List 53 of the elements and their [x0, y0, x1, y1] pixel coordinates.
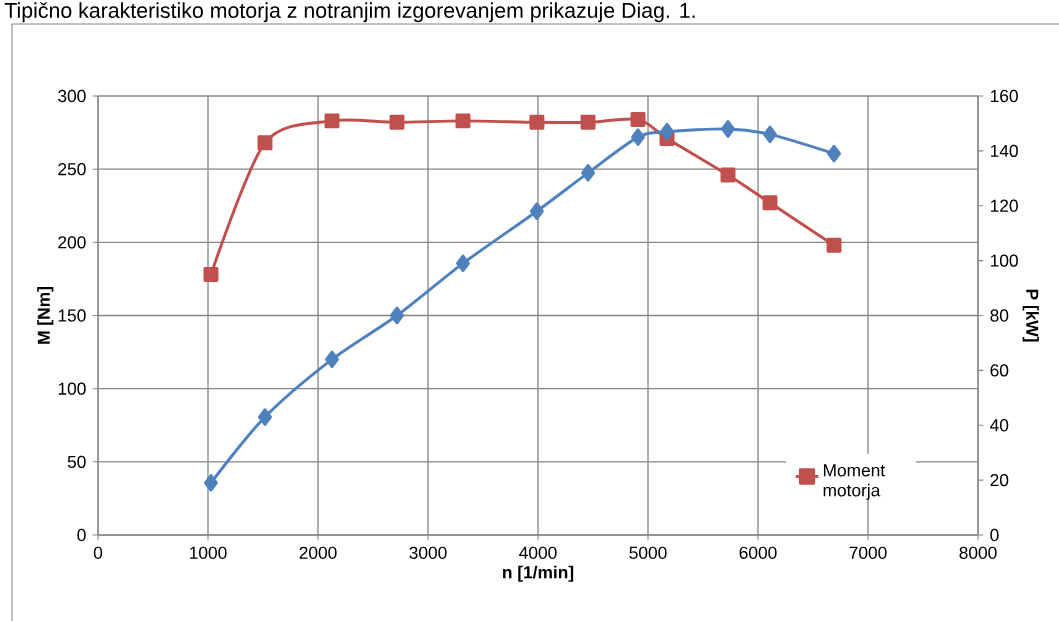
x-tick-label: 5000: [629, 546, 667, 559]
y2-tick-label: 160: [990, 89, 1018, 103]
y-tick-label: 300: [58, 89, 86, 103]
point: [203, 267, 219, 282]
y-axis-title: M [Nm]: [37, 287, 54, 344]
y-tick-label: 200: [58, 236, 86, 249]
x-tick-label: 8000: [959, 546, 997, 559]
x-tick-label: 7000: [849, 546, 887, 559]
point: [581, 164, 596, 182]
point: [529, 202, 544, 221]
point: [827, 144, 841, 163]
x-tick-label: 4000: [519, 546, 557, 559]
x-tick-label: 1000: [190, 546, 227, 559]
point: [258, 408, 272, 426]
point: [631, 128, 645, 146]
point: [257, 135, 273, 151]
text: Tipično karakteristiko motorja z notranjim izgorevanjem prikazuje Diag. 1.: [4, 2, 695, 23]
y2-tick-label: 120: [990, 199, 1018, 212]
y2-tick-label: 100: [990, 254, 1018, 267]
x-tick-label: 3000: [409, 546, 447, 559]
point: [390, 306, 404, 325]
x-axis-title: n [1/min]: [503, 565, 574, 582]
point: [580, 114, 596, 130]
x-tick-label: 2000: [299, 546, 337, 559]
y-tick-label: 0: [77, 528, 86, 542]
point: [389, 114, 405, 130]
y2-tick-label: 40: [990, 419, 1009, 432]
x-tick-label: 0: [93, 546, 103, 559]
point: [204, 474, 218, 492]
legend-label: Moment motorja: [823, 464, 886, 500]
y2-tick-label: 60: [990, 364, 1009, 377]
y-tick-label: 100: [58, 382, 86, 395]
point: [529, 114, 545, 130]
point: [721, 120, 735, 138]
x-tick-label: 6000: [739, 546, 777, 559]
y2-tick-label: 0: [990, 528, 999, 542]
point: [660, 122, 675, 141]
point: [325, 350, 339, 369]
point: [720, 167, 736, 183]
y2-tick-label: 140: [990, 144, 1018, 158]
point: [630, 111, 646, 127]
point: [455, 113, 471, 129]
point: [456, 254, 470, 273]
point: [763, 125, 777, 144]
y2-tick-label: 20: [990, 473, 1009, 487]
y2-tick-label: 80: [990, 309, 1009, 322]
y2-axis-title: P [kW]: [1022, 289, 1039, 342]
y-tick-label: 150: [58, 309, 86, 322]
point: [324, 113, 340, 129]
point: [762, 195, 778, 211]
y-tick-label: 250: [58, 163, 86, 176]
point: [826, 237, 842, 253]
y-tick-label: 50: [67, 455, 86, 468]
